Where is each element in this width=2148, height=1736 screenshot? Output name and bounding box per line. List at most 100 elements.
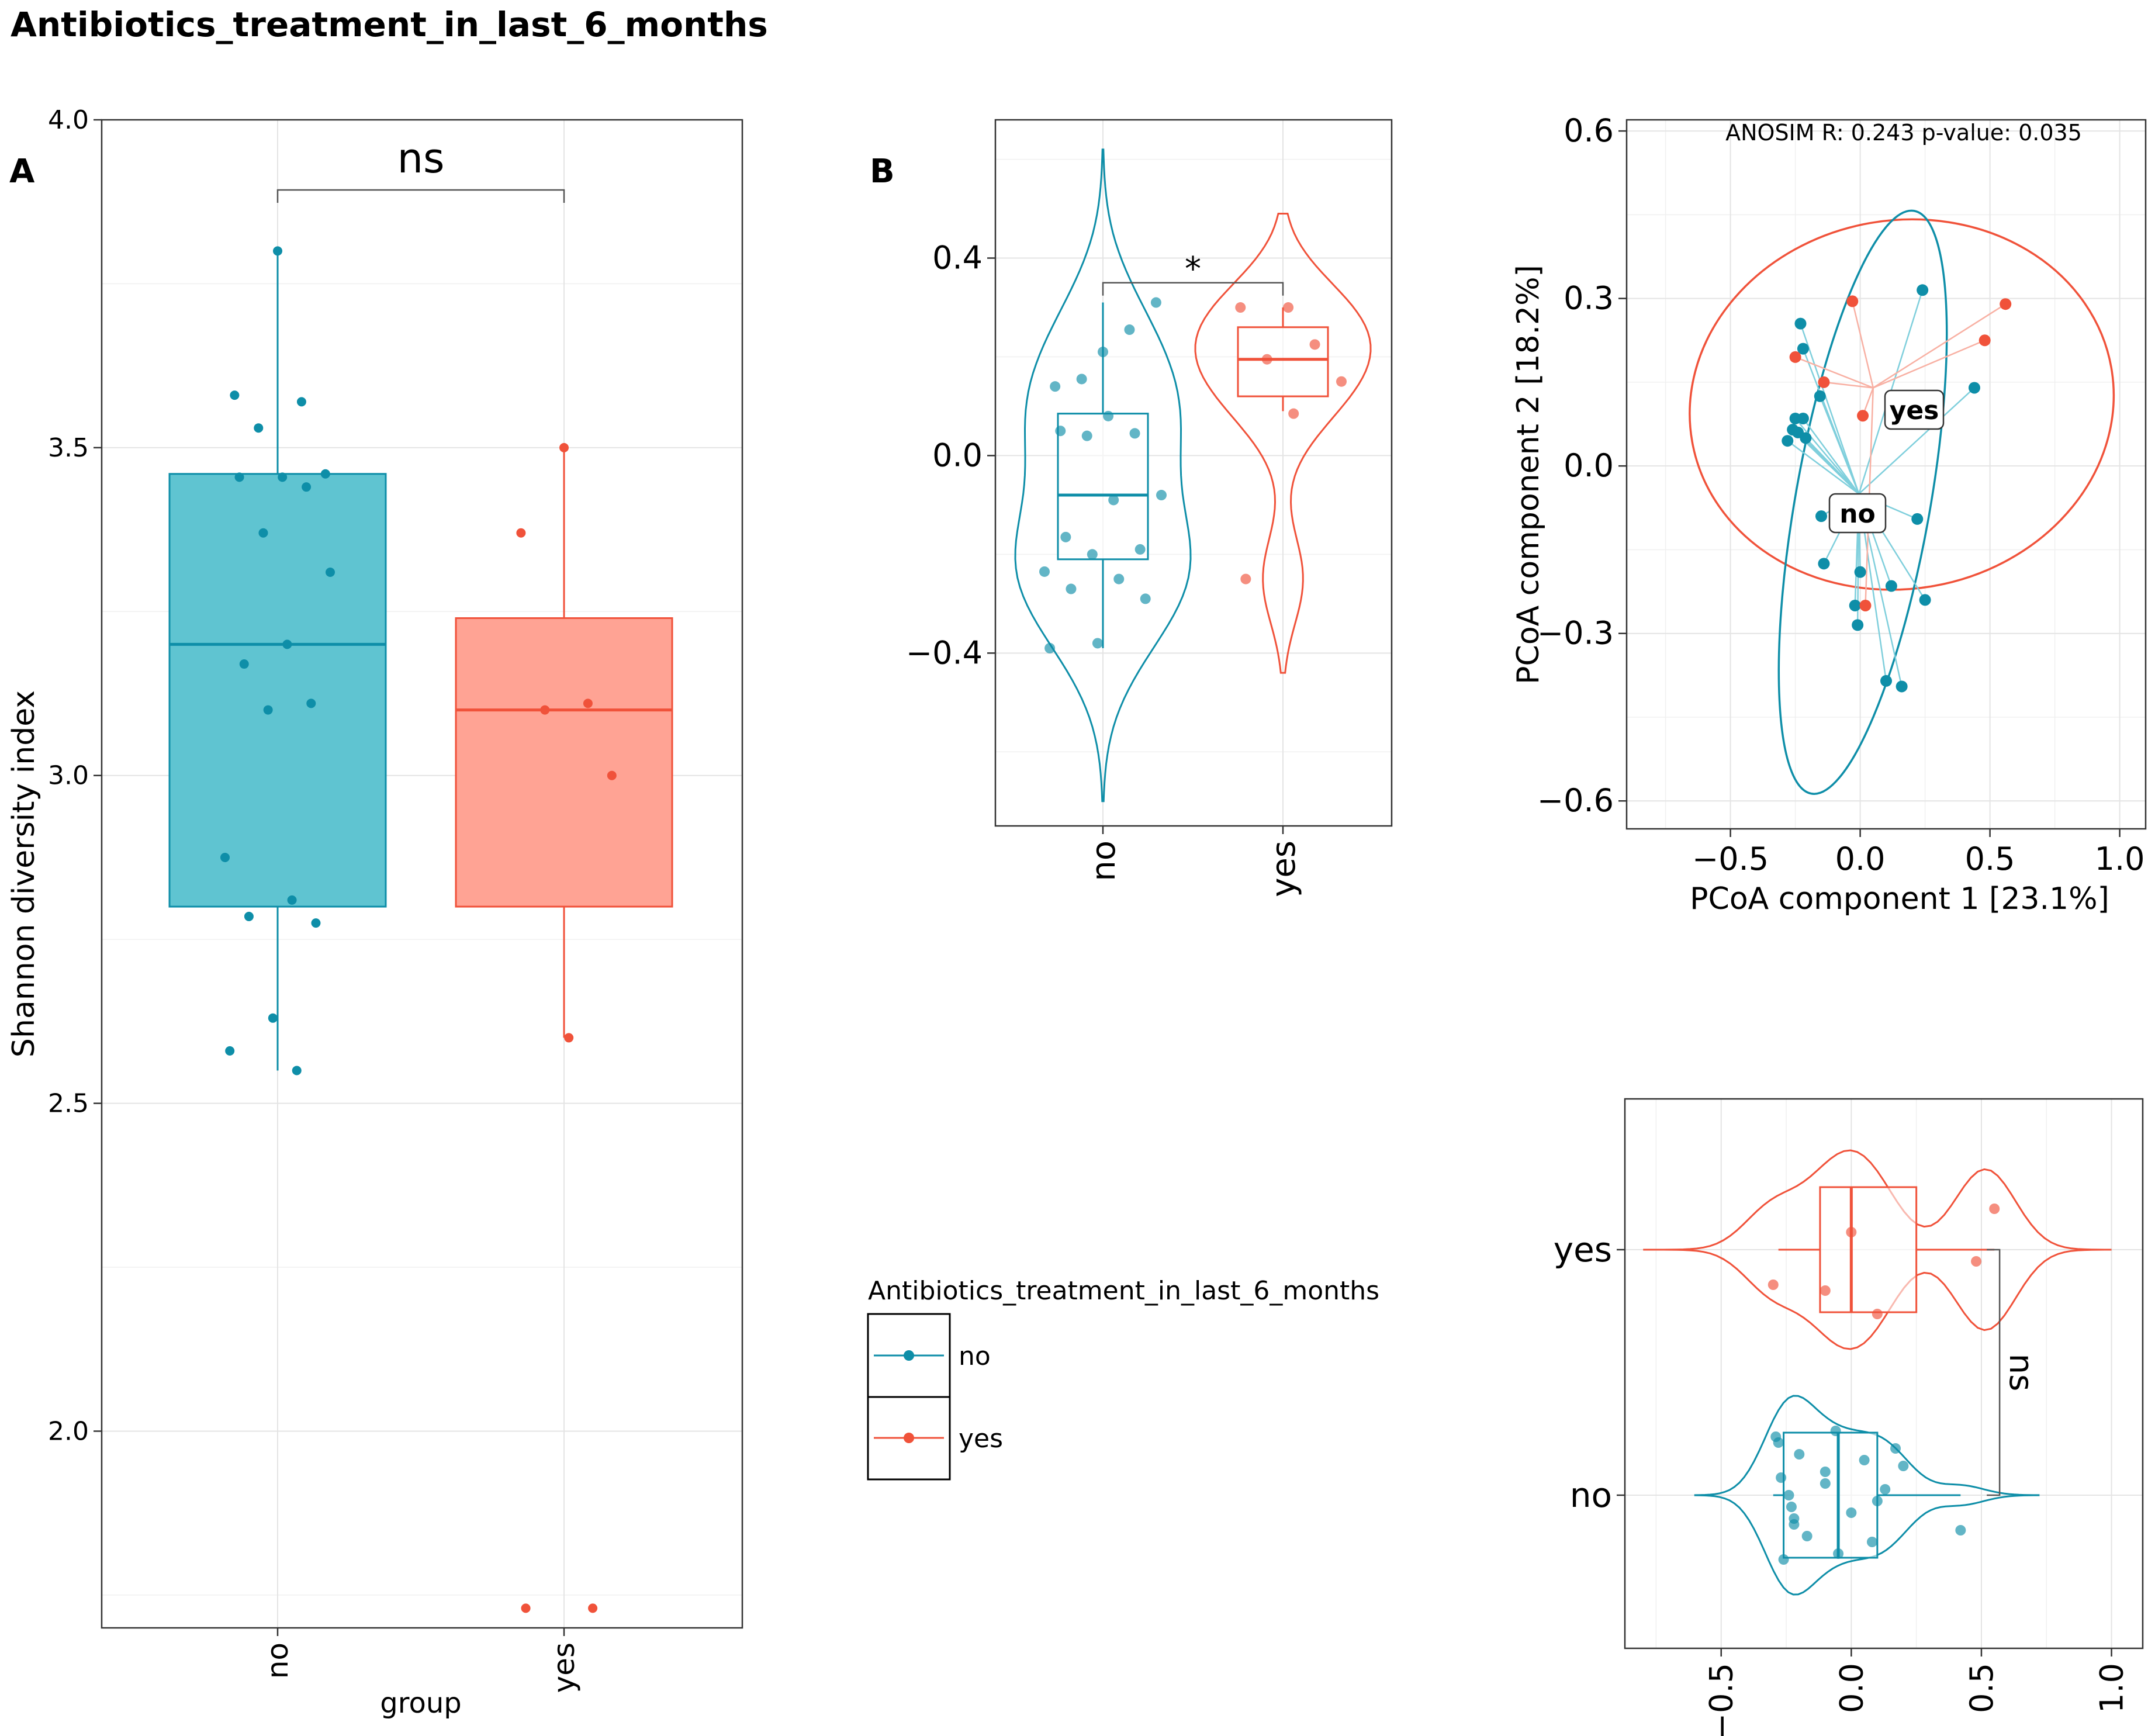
panel-b-point-no: [1124, 324, 1135, 336]
panel-b-violin-no: [1014, 148, 1192, 803]
panel-a-box-no: [168, 473, 387, 908]
panel-d-point-no: [1846, 1507, 1857, 1518]
panel-c-y-tick-label: −0.3: [1537, 615, 1614, 652]
panel-c-spider-line-no: [1794, 418, 1860, 494]
panel-d-x-tick-label: 0.0: [1833, 1663, 1870, 1713]
panel-d-x-tick-label: −0.5: [1703, 1663, 1740, 1736]
panel-a-point-no: [230, 390, 240, 400]
panel-b: B * −0.4 0.0 0.4 no yes: [870, 119, 1393, 897]
panel-c-x-tick-label: 0.5: [1965, 841, 2015, 877]
panel-c-point-no: [1814, 390, 1826, 402]
panel-a-x-tick-label: no: [261, 1642, 295, 1679]
panel-d-frame: [1624, 1098, 2144, 1649]
panel-a-point-yes: [559, 442, 569, 452]
panel-a-y-axis-title: Shannon diversity index: [6, 690, 41, 1057]
panel-a-y-tick-label: 3.5: [48, 433, 89, 463]
panel-c-spider-line-yes: [1873, 303, 2006, 389]
panel-c-spider-line-no: [1819, 396, 1860, 494]
panel-a-y-tick-label: 4.0: [48, 105, 89, 135]
panel-c-stats-label: ANOSIM R: 0.243 p-value: 0.035: [1725, 120, 2082, 146]
panel-a-point-no: [220, 852, 230, 862]
panel-b-point-no: [1108, 494, 1119, 506]
panel-c-point-yes: [1818, 376, 1830, 388]
panel-c-frame: [1625, 119, 2147, 830]
panel-c-point-no: [1849, 599, 1861, 611]
panel-d-violin-yes: [1643, 1149, 2112, 1350]
panel-a-frame: [101, 119, 743, 1629]
panel-d-point-no: [1776, 1472, 1787, 1483]
panel-b-point-no: [1129, 428, 1140, 439]
panel-a-point-no: [239, 659, 249, 669]
panel-a: A ns 2.0 2.5 3.0 3.5 4.0 no yes Shannon divers…: [6, 105, 743, 1720]
panel-b-significance-label: *: [1185, 250, 1201, 288]
panel-a-point-no: [244, 911, 254, 921]
panel-b-point-yes: [1336, 376, 1347, 387]
panel-b-y-tick-label: −0.4: [906, 634, 983, 671]
panel-a-label: A: [9, 153, 35, 191]
panel-c-point-no: [1794, 317, 1807, 330]
panel-d-significance-bracket: [1987, 1249, 2001, 1496]
panel-c-point-no: [1917, 284, 1929, 296]
panel-b-point-yes: [1240, 573, 1251, 585]
panel-d-point-no: [1898, 1461, 1909, 1471]
panel-c-spider-line-no: [1858, 387, 1975, 494]
panel-a-point-no: [287, 895, 297, 905]
panel-c-point-no: [1797, 412, 1809, 424]
panel-c-spider-line-yes: [1852, 301, 1874, 388]
panel-a-point-no: [311, 918, 321, 928]
panel-d-box-yes: [1819, 1186, 1918, 1313]
panel-c-centroid-box-yes: [1884, 389, 1945, 430]
panel-c-y-tick-label: 0.0: [1564, 447, 1614, 484]
panel-a-point-yes: [583, 698, 593, 708]
panel-a-point-no: [273, 246, 282, 256]
panel-a-point-yes: [521, 1603, 531, 1613]
panel-b-significance-bracket: [1102, 282, 1284, 296]
panel-d-point-no: [1833, 1548, 1844, 1559]
panel-c-centroid-box-no: [1828, 493, 1887, 534]
panel-a-point-no: [320, 469, 330, 479]
panel-c-point-no: [1885, 580, 1897, 592]
panel-c-spider-line-no: [1802, 418, 1860, 494]
panel-b-point-no: [1066, 583, 1077, 594]
panel-c-point-no: [1911, 513, 1924, 525]
panel-a-point-no: [254, 423, 264, 433]
panel-d-point-no: [1859, 1455, 1870, 1465]
panel-c-spider-line-no: [1805, 437, 1860, 494]
panel-b-violin-yes: [1194, 213, 1372, 674]
panel-d-point-no: [1820, 1478, 1831, 1489]
legend-label-yes: yes: [959, 1424, 1003, 1454]
panel-a-point-no: [234, 472, 244, 482]
panel-d-point-no: [1866, 1537, 1877, 1547]
panel-a-point-yes: [588, 1603, 598, 1613]
panel-d-point-no: [1880, 1484, 1891, 1495]
panel-a-point-no: [306, 698, 316, 708]
panel-c-point-no: [1797, 343, 1809, 355]
panel-d-point-no: [1778, 1554, 1789, 1565]
legend-label-no: no: [959, 1341, 991, 1371]
panel-b-point-no: [1087, 549, 1098, 560]
panel-a-significance-label: ns: [397, 134, 445, 182]
panel-c-y-tick-label: −0.6: [1537, 782, 1614, 819]
panel-a-point-no: [258, 528, 268, 538]
panel-d-point-no: [1786, 1502, 1797, 1512]
panel-d-point-no: [1789, 1513, 1800, 1524]
panel-b-point-yes: [1235, 302, 1246, 313]
panel-d-point-no: [1794, 1449, 1805, 1460]
panel-c-point-yes: [1857, 410, 1869, 422]
panel-c-point-no: [1852, 619, 1864, 631]
panel-c-y-axis-title: PCoA component 2 [18.2%]: [1511, 265, 1546, 684]
panel-d-point-yes: [1872, 1309, 1883, 1319]
legend: Antibiotics_treatment_in_last_6_months n…: [867, 1276, 1379, 1481]
panel-c-point-no: [1968, 382, 1980, 394]
panel-b-point-yes: [1288, 408, 1299, 419]
panel-a-point-no: [326, 568, 335, 577]
panel-b-x-tick-label: yes: [1265, 841, 1303, 897]
panel-a-significance-bracket: [276, 189, 565, 203]
panel-d-point-no: [1770, 1431, 1782, 1442]
legend-key-no-point: [904, 1350, 914, 1361]
panel-c-spider-line-yes: [1795, 356, 1874, 389]
panel-b-point-no: [1150, 297, 1161, 308]
panel-d-point-no: [1890, 1443, 1901, 1454]
panel-d-significance-label: ns: [2002, 1354, 2040, 1392]
panel-a-point-yes: [607, 770, 617, 780]
